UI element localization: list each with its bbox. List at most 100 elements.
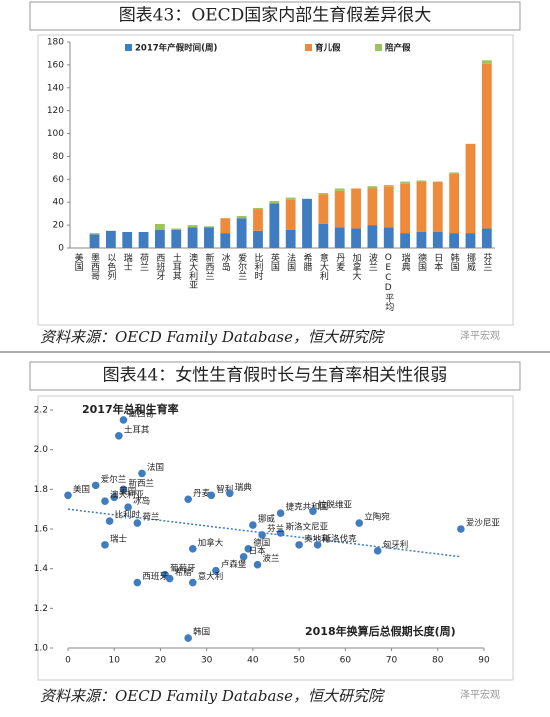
bar-segment <box>481 228 492 248</box>
point-label: 捷克共和国 <box>286 502 329 513</box>
watermark: 泽平宏观 <box>460 688 500 701</box>
y-axis-label: 2017年总和生育率 <box>82 402 179 416</box>
y-tick-label: 2.2 <box>34 406 48 416</box>
chart-title: 图表43：OECD国家内部生育假差异很大 <box>119 6 432 26</box>
bar-segment <box>269 201 280 204</box>
point-label: 瑞典 <box>235 482 253 493</box>
x-tick-label: 德国 <box>416 252 427 272</box>
point <box>313 541 322 549</box>
point <box>189 578 197 587</box>
bar-segment <box>138 231 149 248</box>
x-tick-label: 澳大利亚 <box>187 252 198 289</box>
point <box>239 552 248 561</box>
watermark: 泽平宏观 <box>460 329 500 342</box>
bar-segment <box>236 218 247 248</box>
bar-segment <box>465 143 476 234</box>
y-tick-label: 20 <box>53 221 65 231</box>
point <box>165 574 174 583</box>
x-tick-label: 日本 <box>432 253 443 272</box>
bar-segment <box>432 181 443 232</box>
legend-label: 育儿假 <box>315 43 341 54</box>
legend-swatch <box>375 44 382 51</box>
bar-segment <box>334 190 345 228</box>
bar-segment <box>400 181 410 184</box>
x-tick-label: 瑞典 <box>400 252 411 272</box>
bar-segment <box>204 227 214 248</box>
point <box>133 519 142 527</box>
x-tick-label: 法国 <box>285 252 296 272</box>
point-label: 法国 <box>147 462 164 473</box>
point-label: 意大利 <box>198 571 224 582</box>
x-tick-label: 挪威 <box>465 252 476 272</box>
plot-frame <box>37 395 514 681</box>
point <box>276 509 285 517</box>
point-label: 爱尔兰 <box>101 474 127 485</box>
point <box>91 481 100 490</box>
point <box>119 485 128 494</box>
x-tick-label: OECD平均 <box>383 253 394 312</box>
legend-swatch <box>305 44 312 51</box>
bar-segment <box>334 227 345 248</box>
point <box>373 547 382 555</box>
point <box>189 545 197 553</box>
bar-segment <box>400 183 410 234</box>
bar-segment <box>383 186 394 228</box>
y-tick-label: 0 <box>58 244 64 254</box>
y-tick-label: 180 <box>47 38 64 48</box>
bar-segment <box>285 229 296 248</box>
bar-segment <box>367 225 378 248</box>
point-label: 拉脱维亚 <box>318 500 353 511</box>
point <box>309 507 317 515</box>
bar-segment <box>318 194 329 224</box>
point-label: 西班牙 <box>142 571 168 582</box>
x-tick-label: 墨西哥 <box>89 253 100 280</box>
point-label: 瑞士 <box>110 533 128 544</box>
x-tick-label: 20 <box>155 656 167 666</box>
bar-segment <box>351 188 361 229</box>
point-label: 冰岛 <box>133 496 150 507</box>
bar-segment <box>105 230 116 248</box>
bar-segment <box>220 233 231 248</box>
bar-segment <box>481 60 492 64</box>
bar-segment <box>171 229 182 248</box>
bar-segment <box>465 233 476 248</box>
point-label: 丹麦 <box>193 488 211 499</box>
y-tick-label: 1.4 <box>34 564 49 574</box>
x-tick-label: 波兰 <box>367 252 378 271</box>
x-tick-label: 西班牙 <box>154 253 165 281</box>
bar-segment <box>122 231 133 248</box>
x-tick-label: 比利时 <box>252 252 263 280</box>
point <box>258 531 266 539</box>
y-tick-label: 1.2 <box>34 604 48 614</box>
bar-segment <box>89 233 100 235</box>
bar-segment <box>253 207 263 210</box>
y-tick-label: 1.0 <box>34 644 49 654</box>
x-tick-label: 冰岛 <box>220 252 231 272</box>
point-label: 荷兰 <box>142 512 159 523</box>
plot-frame <box>37 34 514 326</box>
bar-segment <box>318 193 329 195</box>
bar-segment <box>416 231 427 248</box>
point <box>212 566 220 575</box>
title-box <box>29 361 521 391</box>
legend-swatch <box>125 44 132 51</box>
x-tick-label: 50 <box>293 656 305 666</box>
x-tick-label: 加拿大 <box>351 253 362 281</box>
bar-segment <box>155 223 165 230</box>
point <box>138 469 146 478</box>
bar-segment <box>432 231 443 248</box>
point-label: 匈牙利 <box>383 539 409 550</box>
x-tick-label: 10 <box>108 656 120 666</box>
point <box>249 521 257 529</box>
legend-label: 2017年产假时间(周) <box>135 43 218 54</box>
bar-segment <box>449 233 460 248</box>
y-tick-label: 1.8 <box>34 485 49 495</box>
point-label: 英国 <box>119 486 136 497</box>
point <box>105 517 114 525</box>
point-label: 斯洛文尼亚 <box>286 521 329 532</box>
point-label: 智利 <box>216 484 233 495</box>
bar-segment <box>318 223 329 248</box>
point-label: 澳大利亚 <box>110 490 145 501</box>
x-tick-label: 意大利 <box>318 252 329 280</box>
x-tick-label: 瑞士 <box>122 252 133 271</box>
